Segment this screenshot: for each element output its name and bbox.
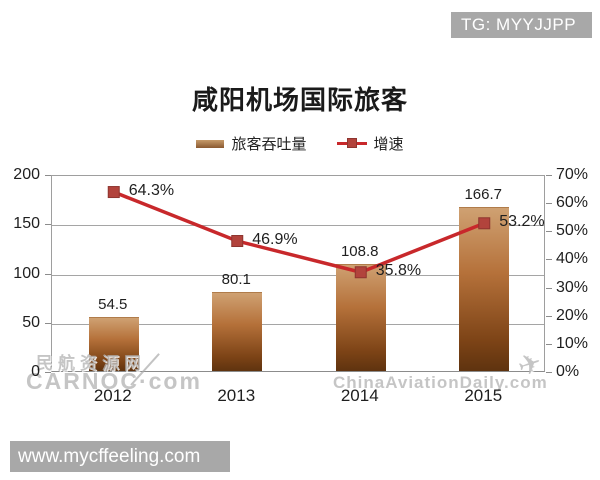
left-axis-tickmark <box>45 224 51 226</box>
left-axis-tick-label: 0 <box>31 363 40 380</box>
bar-value-label: 54.5 <box>98 296 128 314</box>
left-axis-tickmark <box>45 273 51 275</box>
gridline <box>52 323 544 325</box>
left-axis-tickmark <box>45 175 51 176</box>
bar-2015 <box>459 206 510 371</box>
growth-value-label: 35.8% <box>375 262 422 280</box>
x-axis-label-2013: 2013 <box>217 386 256 405</box>
bar-value-label: 108.8 <box>340 242 379 260</box>
bar-2013 <box>212 292 263 371</box>
right-axis-tick-label: 60% <box>556 194 589 212</box>
growth-value-label: 53.2% <box>499 213 545 231</box>
right-axis-tickmark <box>546 203 552 205</box>
growth-value-label: 46.9% <box>252 231 298 248</box>
right-axis-tickmark <box>546 231 552 233</box>
right-axis-tick-label: 70% <box>556 166 589 183</box>
left-axis-tick-label: 200 <box>13 166 40 183</box>
telegram-badge: TG: MYYJJPP <box>451 12 592 38</box>
chart-legend: 旅客吞吐量 增速 <box>0 133 600 154</box>
right-axis-tickmark <box>546 315 552 317</box>
right-axis-tickmark <box>546 175 552 176</box>
right-axis-tick-label: 10% <box>556 334 589 352</box>
right-axis-tick-label: 40% <box>556 250 589 268</box>
x-axis-label-2012: 2012 <box>93 386 132 405</box>
x-axis-label-2014: 2014 <box>340 386 379 405</box>
bar-value-label: 166.7 <box>464 185 503 203</box>
legend-label-growth: 增速 <box>373 136 404 153</box>
gridline <box>52 225 544 227</box>
x-axis-label-2015: 2015 <box>464 386 503 405</box>
growth-value-label: 64.3% <box>128 182 175 200</box>
legend-item-growth: 增速 <box>336 133 404 154</box>
line-marker <box>354 266 367 279</box>
plot-area <box>51 175 545 372</box>
right-axis-tickmark <box>546 259 552 261</box>
line-marker <box>478 217 491 230</box>
bar-value-label: 80.1 <box>221 271 251 289</box>
chart-title: 咸阳机场国际旅客 <box>191 85 408 115</box>
right-axis-tick-label: 20% <box>556 306 589 324</box>
growth-line <box>113 190 485 274</box>
bar-2014 <box>335 263 386 371</box>
right-axis-tick-label: 0% <box>556 363 580 380</box>
legend-label-throughput: 旅客吞吐量 <box>231 136 307 153</box>
growth-line-layer <box>107 186 491 279</box>
right-axis-tickmark <box>546 287 552 289</box>
gridline <box>52 274 544 276</box>
right-axis-tick-label: 30% <box>556 278 589 296</box>
website-badge: www.mycffeeling.com <box>10 441 230 472</box>
right-axis-tick-label: 50% <box>556 222 589 240</box>
bar-2012 <box>88 317 139 371</box>
right-axis-tickmark <box>546 343 552 345</box>
left-axis-tick-label: 50 <box>22 313 40 331</box>
left-axis-tick-label: 100 <box>13 264 40 282</box>
left-axis-tick-label: 150 <box>13 215 40 233</box>
left-axis-tickmark <box>45 372 51 373</box>
line-marker <box>231 235 244 248</box>
line-series-swatch-icon <box>336 138 367 149</box>
left-axis-tickmark <box>45 322 51 324</box>
right-axis-tickmark <box>546 372 552 373</box>
legend-item-throughput: 旅客吞吐量 <box>196 133 307 154</box>
bar-series-swatch-icon <box>196 139 225 148</box>
line-marker <box>107 186 120 199</box>
